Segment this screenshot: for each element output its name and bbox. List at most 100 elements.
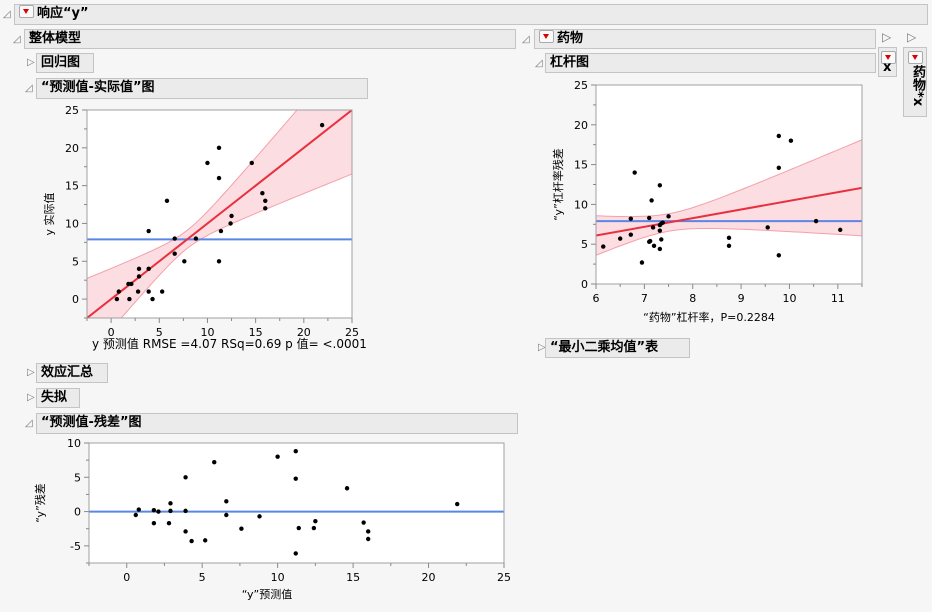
whole-model-header[interactable]: 整体模型 (24, 29, 516, 49)
data-point (788, 138, 794, 143)
data-point (133, 512, 138, 518)
data-point (257, 514, 262, 519)
residual-by-predicted-plot: 0 5 10 15 20 25 -5 0 5 10 “y”预测值 “y”残差 (33, 437, 511, 601)
red-triangle-menu-icon[interactable] (539, 30, 554, 43)
y-tick-label: 5 (581, 238, 588, 251)
data-point (172, 236, 177, 241)
plot-content (89, 449, 504, 556)
data-point (116, 289, 122, 294)
data-point (650, 225, 656, 230)
y-axis-label: “y”残差 (33, 483, 47, 523)
model-summary-caption: y 预测值 RMSE =4.07 RSq=0.69 p 值= <.0001 (92, 337, 367, 351)
collapse-triangle-icon[interactable]: ◿ (522, 34, 530, 45)
expand-triangle-icon[interactable]: ▷ (882, 30, 892, 44)
ls-means-title: “最小二乘均值”表 (550, 340, 659, 355)
data-point (617, 236, 623, 241)
plot-content (596, 133, 862, 265)
leverage-plot-header[interactable]: 杠杆图 (545, 53, 876, 73)
collapse-triangle-icon[interactable]: ◿ (535, 58, 543, 69)
expand-triangle-icon[interactable]: ▷ (27, 57, 35, 68)
x-tick-label: 15 (249, 326, 263, 339)
y-tick-label: 25 (574, 79, 588, 92)
data-point (203, 538, 208, 543)
y-tick-label: -5 (70, 540, 81, 553)
expand-triangle-icon[interactable]: ▷ (538, 342, 546, 353)
lack-of-fit-title: 失拟 (41, 390, 68, 405)
actual-by-predicted-header[interactable]: “预测值-实际值”图 (36, 78, 368, 99)
data-point (293, 449, 298, 454)
y-tick-label: 20 (65, 142, 79, 155)
ls-means-header[interactable]: “最小二乘均值”表 (545, 338, 690, 358)
data-point (136, 507, 141, 512)
data-point (651, 243, 657, 248)
y-tick-label: 20 (574, 119, 588, 132)
expand-triangle-icon[interactable]: ▷ (27, 367, 35, 378)
effect-summary-header[interactable]: 效应汇总 (36, 363, 108, 383)
collapse-triangle-icon[interactable]: ◿ (25, 418, 33, 429)
x-effect-box[interactable]: x (878, 47, 897, 77)
data-point (239, 526, 244, 531)
response-y-header[interactable]: 响应“y” (14, 4, 928, 25)
actual-by-predicted-title: “预测值-实际值”图 (41, 80, 155, 95)
y-tick-label: 0 (74, 506, 81, 519)
data-point (150, 296, 155, 302)
confidence-upper-edge (596, 139, 862, 218)
expand-triangle-icon[interactable]: ▷ (27, 392, 35, 403)
data-point (365, 536, 371, 542)
data-point (659, 237, 664, 242)
plot-content (87, 110, 352, 318)
data-point (182, 259, 187, 264)
data-point (205, 160, 210, 166)
y-tick-label: 15 (65, 180, 79, 193)
x-axis-label: “y”预测值 (242, 588, 293, 601)
data-point (313, 518, 318, 524)
red-triangle-menu-icon[interactable] (881, 51, 896, 64)
collapse-triangle-icon[interactable]: ◿ (25, 83, 33, 94)
plot-frame (88, 442, 505, 564)
data-point (657, 246, 663, 252)
regression-plot-header[interactable]: 回归图 (36, 53, 94, 73)
red-triangle-menu-icon[interactable] (908, 51, 923, 64)
collapse-triangle-icon[interactable]: ◿ (3, 9, 11, 20)
drug-header[interactable]: 药物 (534, 29, 876, 49)
data-point (146, 289, 151, 294)
data-point (726, 243, 732, 248)
x-effect-label: x (883, 60, 892, 75)
x-tick-label: 5 (156, 326, 163, 339)
x-tick-label: 6 (593, 292, 600, 305)
lack-of-fit-header[interactable]: 失拟 (36, 388, 80, 408)
red-triangle-menu-icon[interactable] (19, 5, 34, 18)
y-tick-label: 0 (581, 278, 588, 291)
data-point (293, 551, 298, 556)
collapse-triangle-icon[interactable]: ◿ (13, 34, 21, 45)
confidence-lower-edge (596, 227, 862, 256)
data-point (228, 221, 233, 226)
x-tick-label: 5 (199, 571, 206, 584)
x-tick-label: 25 (497, 571, 511, 584)
data-point (657, 228, 663, 233)
y-tick-label: 10 (65, 217, 79, 230)
data-point (776, 165, 782, 170)
effect-summary-title: 效应汇总 (41, 365, 94, 380)
y-tick-label: 5 (74, 471, 81, 484)
data-point (224, 499, 229, 504)
leverage-plot: 6 7 8 9 10 11 0 5 10 15 20 25 “药物”杠杆率，P=0.2284 “y”杠杆率… (551, 79, 863, 324)
x-tick-label: 0 (108, 326, 115, 339)
expand-triangle-icon[interactable]: ▷ (907, 30, 917, 44)
confidence-band (596, 139, 862, 256)
data-point (146, 266, 151, 272)
y-tick-label: 25 (65, 104, 79, 117)
data-point (136, 274, 142, 279)
data-point (114, 296, 120, 302)
x-tick-label: 10 (782, 292, 796, 305)
residual-by-predicted-header[interactable]: “预测值-残差”图 (36, 413, 518, 434)
fit-line (596, 186, 862, 237)
data-point (229, 213, 234, 219)
x-tick-label: 25 (345, 326, 359, 339)
data-point (168, 508, 173, 514)
drug-title: 药物 (557, 31, 584, 46)
data-point (365, 529, 371, 534)
data-point (639, 260, 645, 265)
drug-x-effect-box[interactable]: 药物*x (903, 47, 927, 117)
data-point (159, 289, 165, 294)
